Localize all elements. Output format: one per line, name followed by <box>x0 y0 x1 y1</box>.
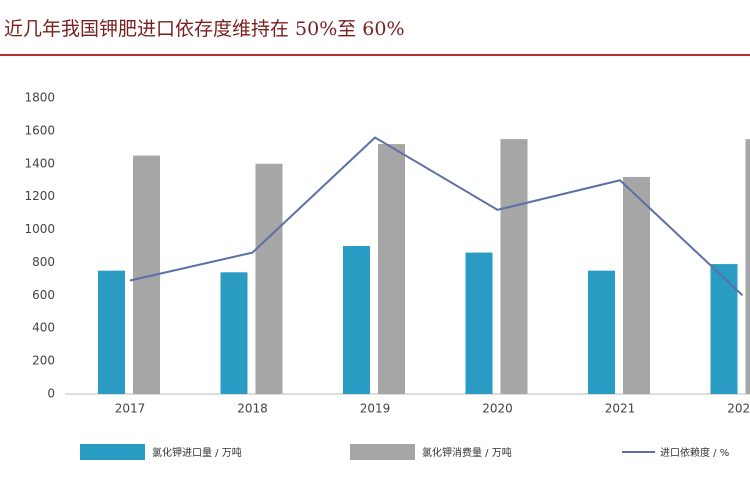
chart-title: 近几年我国钾肥进口依存度维持在 50%至 60% <box>4 18 405 40</box>
y-tick-label: 400 <box>32 321 55 335</box>
y-tick-label: 0 <box>47 387 55 401</box>
y-tick-label: 1400 <box>24 156 55 170</box>
bar <box>745 139 750 394</box>
legend-label: 氯化钾消费量 / 万吨 <box>422 446 512 459</box>
x-tick-label: 2018 <box>237 402 268 416</box>
legend-label: 进口依赖度 / % <box>660 446 729 459</box>
legend-swatch <box>80 444 145 460</box>
bar <box>465 252 493 394</box>
y-tick-label: 600 <box>32 288 55 302</box>
bar <box>710 264 738 394</box>
bar <box>98 270 125 394</box>
bar <box>255 163 283 394</box>
bar <box>588 270 615 394</box>
y-tick-label: 800 <box>32 255 55 269</box>
y-tick-label: 1800 <box>24 91 55 105</box>
x-tick-label: 2022 <box>727 402 750 416</box>
bar <box>623 176 650 394</box>
x-tick-label: 2020 <box>482 402 513 416</box>
y-tick-label: 200 <box>32 354 55 368</box>
x-tick-label: 2019 <box>360 402 391 416</box>
legend-label: 氯化钾进口量 / 万吨 <box>152 446 242 459</box>
y-tick-label: 1200 <box>24 189 55 203</box>
line <box>129 136 744 297</box>
bar <box>343 246 370 394</box>
bar <box>500 139 528 394</box>
x-tick-label: 2021 <box>605 402 636 416</box>
bar <box>378 144 405 394</box>
bar <box>220 272 248 394</box>
y-tick-label: 1000 <box>24 222 55 236</box>
x-tick-label: 2017 <box>115 402 146 416</box>
y-tick-label: 1600 <box>24 123 55 137</box>
legend-swatch <box>350 444 415 460</box>
